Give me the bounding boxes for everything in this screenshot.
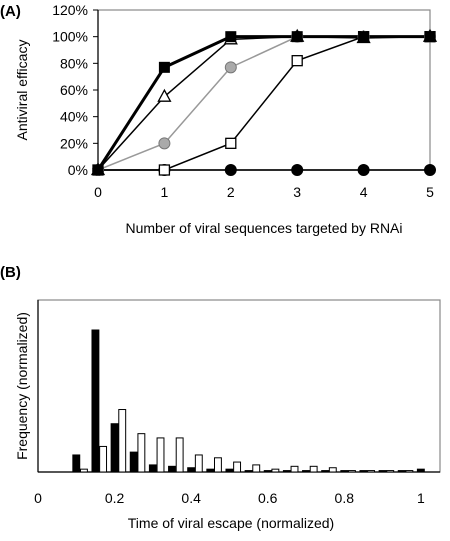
y-tick-label: 60% bbox=[60, 82, 88, 98]
panel-a-y-ticks: 0% 20% 40% 60% 80% 100% 120% bbox=[52, 2, 98, 178]
bar-open bbox=[213, 457, 222, 473]
series-line bbox=[96, 35, 430, 171]
bar-open bbox=[137, 433, 146, 473]
x-tick-label: 0 bbox=[34, 490, 42, 506]
panel-b: (B) 0 0.2 0.4 0.6 0.8 1 Frequency (normalized… bbox=[0, 264, 441, 531]
data-point-open-square bbox=[158, 164, 171, 176]
x-tick-label: 0.2 bbox=[105, 490, 125, 506]
bar-filled bbox=[359, 470, 368, 473]
bar-filled bbox=[129, 451, 138, 473]
bar-filled bbox=[378, 470, 387, 473]
bar-open bbox=[271, 468, 280, 473]
x-tick-label: 4 bbox=[360, 184, 368, 200]
bar-open bbox=[328, 467, 337, 473]
x-tick-label: 0.4 bbox=[181, 490, 201, 506]
data-point-filled-square bbox=[358, 31, 370, 43]
panel-a: (A) 0% 20% 40% 60% 80% 100% 120% 0 1 2 3 4 5 Antivi… bbox=[0, 2, 438, 236]
data-point-filled-circle bbox=[357, 164, 370, 176]
bar-filled bbox=[206, 468, 215, 473]
bar-open bbox=[367, 470, 376, 473]
bar-filled bbox=[72, 454, 81, 473]
bar-filled bbox=[187, 467, 196, 473]
y-tick-label: 120% bbox=[52, 2, 88, 18]
panel-a-plot-area bbox=[97, 9, 431, 171]
y-tick-label: 100% bbox=[52, 29, 88, 45]
y-tick-label: 40% bbox=[60, 109, 88, 125]
panel-b-label: (B) bbox=[0, 264, 21, 281]
data-point-filled-circle bbox=[424, 164, 436, 176]
x-tick-label: 0.6 bbox=[258, 490, 278, 506]
y-tick-label: 80% bbox=[60, 55, 88, 71]
series-line bbox=[97, 35, 430, 171]
data-point-filled-square bbox=[92, 164, 104, 176]
bar-filled bbox=[321, 470, 330, 473]
data-point-filled-square bbox=[291, 31, 303, 43]
data-point-gray-circle bbox=[158, 137, 171, 150]
bar-filled bbox=[340, 470, 349, 473]
bar-filled bbox=[282, 470, 291, 473]
bar-open bbox=[386, 470, 395, 473]
data-point-filled-square bbox=[225, 31, 237, 43]
bar-filled bbox=[397, 470, 406, 473]
y-tick-label: 20% bbox=[60, 135, 88, 151]
panel-b-x-ticks: 0 0.2 0.4 0.6 0.8 1 bbox=[34, 490, 425, 506]
x-tick-label: 3 bbox=[293, 184, 301, 200]
data-point-gray-circle bbox=[224, 61, 237, 74]
panel-b-y-axis-label: Frequency (normalized) bbox=[14, 312, 30, 460]
bar-open bbox=[175, 437, 184, 473]
data-point-filled-square bbox=[158, 61, 170, 73]
bar-filled bbox=[91, 329, 100, 473]
y-tick-label: 0% bbox=[68, 162, 88, 178]
panel-b-x-axis-label: Time of viral escape (normalized) bbox=[128, 515, 334, 531]
x-tick-label: 1 bbox=[161, 184, 169, 200]
bar-open bbox=[79, 468, 88, 473]
x-tick-label: 5 bbox=[426, 184, 434, 200]
bar-filled bbox=[110, 423, 119, 473]
bar-filled bbox=[302, 470, 310, 473]
bar-open bbox=[156, 437, 165, 473]
bar-filled bbox=[263, 470, 272, 473]
bar-filled bbox=[148, 464, 157, 473]
bar-open bbox=[118, 409, 127, 473]
panel-a-x-axis-label: Number of viral sequences targeted by RN… bbox=[125, 220, 402, 236]
data-point-filled-circle bbox=[224, 164, 237, 176]
panel-a-label: (A) bbox=[0, 3, 21, 20]
bar-open bbox=[99, 445, 108, 473]
bar-open bbox=[290, 465, 299, 473]
bar-open bbox=[194, 454, 203, 473]
bar-open bbox=[252, 464, 261, 473]
bar-open bbox=[405, 470, 414, 473]
bar-filled bbox=[244, 470, 253, 473]
bar-open bbox=[347, 470, 356, 473]
bar-filled bbox=[225, 468, 234, 473]
bar-filled bbox=[416, 468, 425, 473]
x-tick-label: 2 bbox=[227, 184, 235, 200]
panel-a-series bbox=[90, 28, 438, 176]
panel-b-bars bbox=[72, 329, 425, 473]
data-point-open-square bbox=[291, 55, 303, 67]
bar-open bbox=[233, 461, 242, 473]
data-point-filled-circle bbox=[291, 164, 304, 176]
bar-open bbox=[309, 465, 318, 473]
x-tick-label: 1 bbox=[417, 490, 425, 506]
data-point-open-triangle bbox=[157, 88, 172, 102]
bar-filled bbox=[168, 465, 176, 473]
panel-a-y-axis-label: Antiviral efficacy bbox=[14, 40, 30, 141]
data-point-open-square bbox=[225, 137, 237, 149]
data-point-filled-square bbox=[424, 31, 436, 43]
x-tick-label: 0 bbox=[94, 184, 102, 200]
x-tick-label: 0.8 bbox=[335, 490, 355, 506]
panel-a-x-ticks: 0 1 2 3 4 5 bbox=[94, 170, 434, 200]
